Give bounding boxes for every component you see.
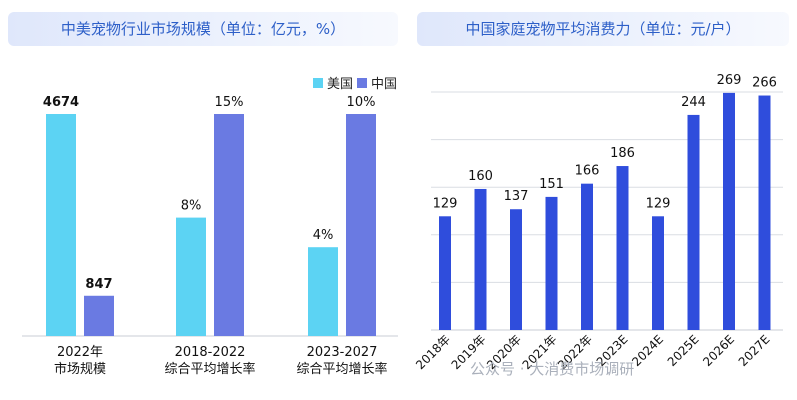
bar-7 xyxy=(687,114,700,330)
data-label-8: 269 xyxy=(717,73,742,88)
bar-9 xyxy=(758,95,771,330)
legend-label-1: 中国 xyxy=(371,77,397,92)
category-label-1-line0: 2018-2022 xyxy=(175,345,246,360)
us-china-market-panel: 中美宠物行业市场规模（单位：亿元，%） 美国 中国 4674 847 2022年 市场规模… xyxy=(8,12,398,377)
bar-5 xyxy=(616,166,629,330)
data-label-9: 266 xyxy=(752,76,777,91)
data-label-group2-series1: 10% xyxy=(347,95,376,110)
category-label-0-line1: 市场规模 xyxy=(54,361,106,377)
household-spending-panel: 中国家庭宠物平均消费力（单位：元/户） 129 2018年 160 2019年 137 2… xyxy=(413,0,797,400)
data-label-3: 151 xyxy=(539,177,564,192)
bar-8 xyxy=(723,92,735,330)
bar-group0-series0 xyxy=(46,114,76,336)
data-label-group0-series0: 4674 xyxy=(43,95,79,110)
category-label-2-line1: 综合平均增长率 xyxy=(296,361,387,377)
bar-group2-series1 xyxy=(346,114,376,336)
legend-swatch-0 xyxy=(313,78,323,88)
x-tick-label-9: 2027E xyxy=(736,332,773,369)
bar-group0-series1 xyxy=(84,295,114,336)
data-label-group0-series1: 847 xyxy=(85,277,112,292)
bar-4 xyxy=(581,183,593,330)
legend-label-0: 美国 xyxy=(327,77,353,92)
data-label-group2-series0: 4% xyxy=(313,228,334,243)
data-label-0: 129 xyxy=(433,196,458,211)
left-chart: 美国 中国46748472022年市场规模8%15%2018-2022综合平均增长… xyxy=(22,77,398,377)
category-label-1-line1: 综合平均增长率 xyxy=(164,361,255,377)
bar-0 xyxy=(439,216,451,330)
data-label-5: 186 xyxy=(610,146,635,161)
data-label-group1-series1: 15% xyxy=(215,95,244,110)
bar-group1-series1 xyxy=(214,114,244,336)
category-label-2-line0: 2023-2027 xyxy=(307,345,378,360)
x-tick-label-7: 2025E xyxy=(665,332,702,369)
watermark-text: 公众号 · 大消费市场调研 xyxy=(470,360,635,378)
data-label-2: 137 xyxy=(504,189,529,204)
x-tick-label-0: 2018年 xyxy=(413,332,453,372)
data-label-1: 160 xyxy=(468,169,493,184)
right-chart-title: 中国家庭宠物平均消费力（单位：元/户） xyxy=(417,12,789,46)
left-chart-title: 中美宠物行业市场规模（单位：亿元，%） xyxy=(8,12,398,46)
data-label-group1-series0: 8% xyxy=(181,199,202,214)
x-tick-label-8: 2026E xyxy=(700,332,737,369)
bar-group2-series0 xyxy=(308,247,338,336)
bar-1 xyxy=(474,188,487,330)
data-label-4: 166 xyxy=(575,164,600,179)
bar-2 xyxy=(510,209,522,330)
data-label-6: 129 xyxy=(646,196,671,211)
legend-swatch-1 xyxy=(357,78,367,88)
x-tick-label-6: 2024E xyxy=(629,332,666,369)
data-label-7: 244 xyxy=(681,95,706,110)
category-label-0-line0: 2022年 xyxy=(57,345,103,360)
bar-group1-series0 xyxy=(176,217,206,336)
right-chart: 1292018年1602019年1372020年1512021年1662022年… xyxy=(413,73,783,372)
bar-3 xyxy=(545,196,558,330)
bar-6 xyxy=(652,216,664,330)
